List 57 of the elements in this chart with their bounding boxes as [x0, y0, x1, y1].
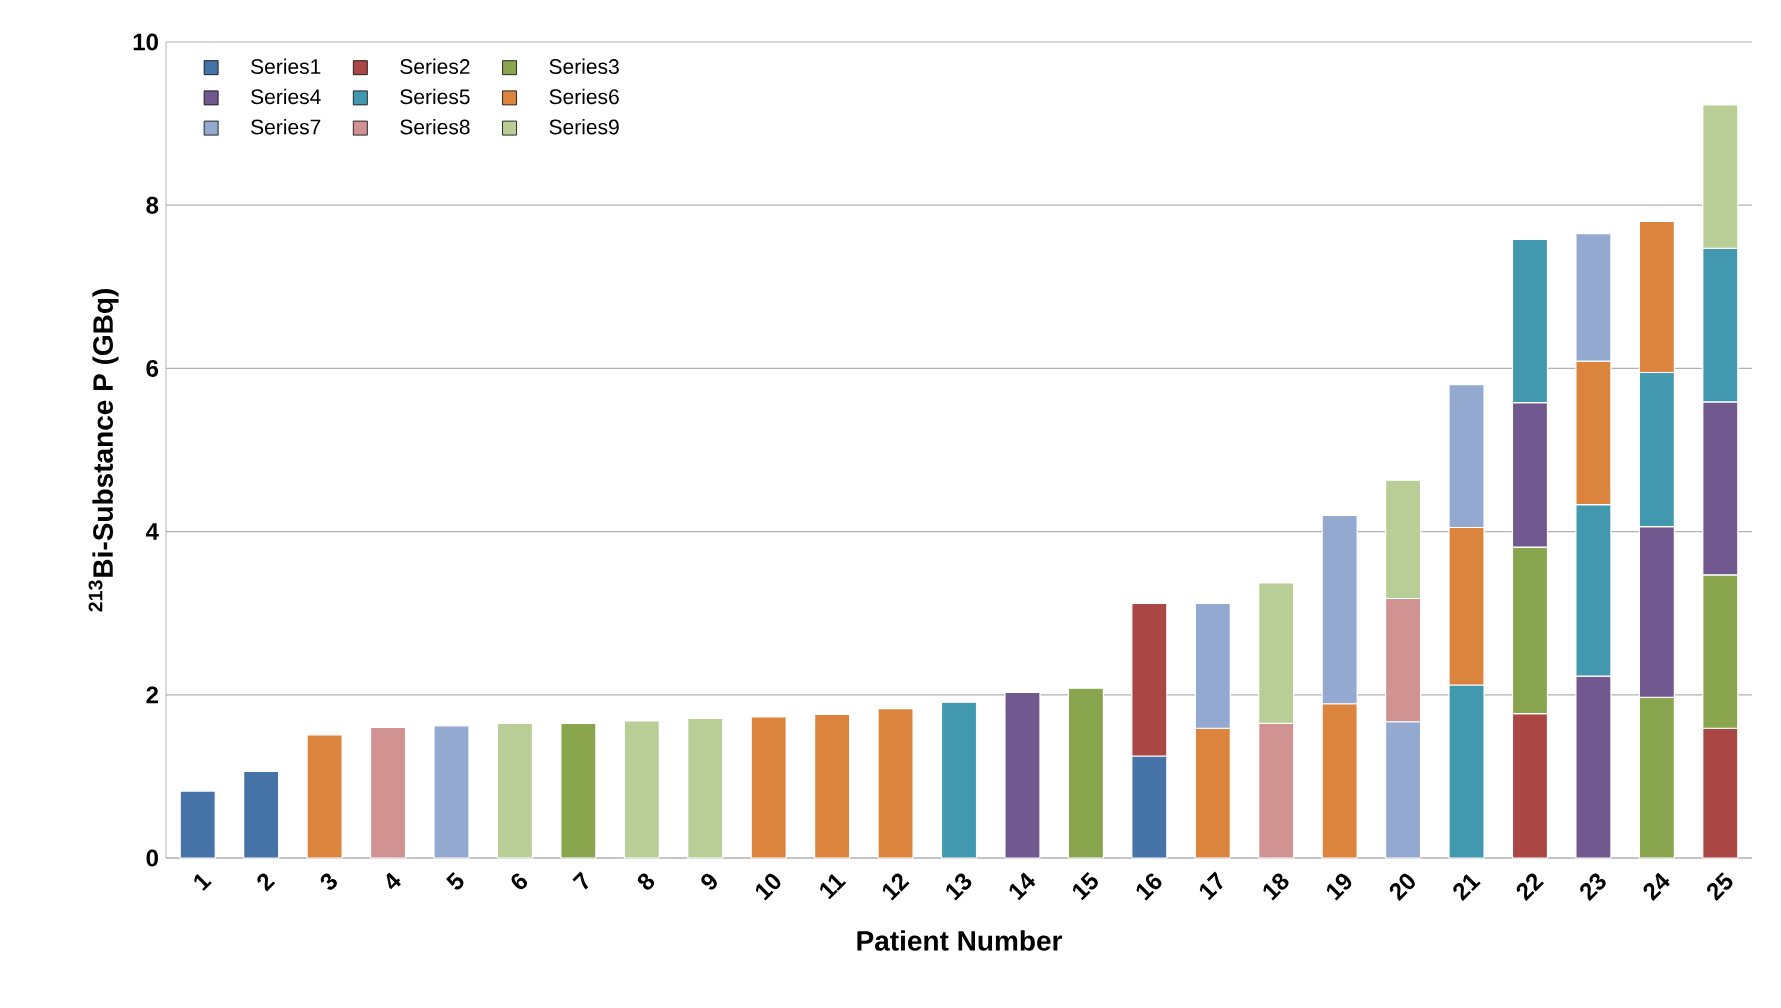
- x-tick-label: 11: [820, 873, 847, 900]
- bar: [877, 708, 914, 859]
- x-tick-label: 7: [572, 871, 589, 890]
- x-tick-label: 6: [511, 873, 528, 890]
- legend-label: Series2: [400, 58, 470, 74]
- x-tick-label: 25: [1706, 872, 1733, 901]
- x-tick-label: 13: [946, 873, 972, 901]
- bar: [1004, 691, 1041, 859]
- bar: [1067, 687, 1105, 859]
- x-tick-label: 2: [257, 873, 276, 892]
- y-tick-label: 6: [146, 359, 159, 377]
- legend-label: Series5: [400, 88, 470, 105]
- bar: [750, 716, 787, 859]
- x-tick-label: 17: [1199, 871, 1223, 901]
- x-axis-title: Patient Number: [857, 930, 1063, 951]
- x-tick-label: 19: [1326, 873, 1352, 901]
- bar: [179, 790, 216, 859]
- bar: [623, 720, 660, 859]
- x-tick-label: 24: [1643, 872, 1670, 901]
- bar: [306, 734, 343, 859]
- legend-label: Series7: [251, 118, 321, 135]
- x-tick-label: 8: [637, 873, 655, 890]
- x-tick-label: 10: [755, 873, 781, 901]
- y-tick-label: 8: [146, 196, 159, 214]
- x-tick-label: 12: [882, 873, 910, 901]
- x-tick-label: 14: [1009, 872, 1036, 901]
- x-tick-label: 20: [1389, 873, 1415, 901]
- legend-label: Series4: [251, 88, 321, 105]
- y-tick-label: 4: [145, 523, 159, 540]
- bar: [243, 770, 280, 859]
- bar: [687, 717, 724, 859]
- y-axis-title: $^{213}$Bi-Substance P (GBq): [88, 289, 119, 612]
- x-tick-label: 21: [1453, 874, 1481, 901]
- y-tick-label: 10: [133, 33, 158, 51]
- y-tick-label: 2: [146, 686, 158, 704]
- x-tick-label: 23: [1580, 873, 1606, 901]
- bar: [433, 725, 470, 859]
- x-tick-label: 9: [701, 873, 717, 890]
- x-tick-label: 3: [320, 873, 337, 890]
- legend-label: Series1: [251, 58, 321, 74]
- x-tick-label: 4: [386, 872, 401, 890]
- x-tick-label: 16: [1136, 873, 1162, 901]
- bar: [560, 722, 597, 859]
- bar: [369, 726, 407, 859]
- x-tick-label: 22: [1516, 873, 1544, 901]
- bar: [814, 713, 851, 859]
- x-tick-label: 18: [1263, 873, 1289, 901]
- bar: [496, 722, 534, 859]
- legend-label: Series8: [400, 118, 470, 135]
- legend-label: Series6: [549, 88, 619, 105]
- y-tick-label: 0: [146, 849, 158, 867]
- x-tick-label: 15: [1072, 871, 1098, 901]
- x-tick-label: 1: [194, 873, 212, 891]
- x-tick-label: 5: [446, 871, 464, 890]
- legend-label: Series3: [549, 58, 619, 74]
- legend-label: Series9: [549, 118, 619, 135]
- bar: [940, 701, 978, 859]
